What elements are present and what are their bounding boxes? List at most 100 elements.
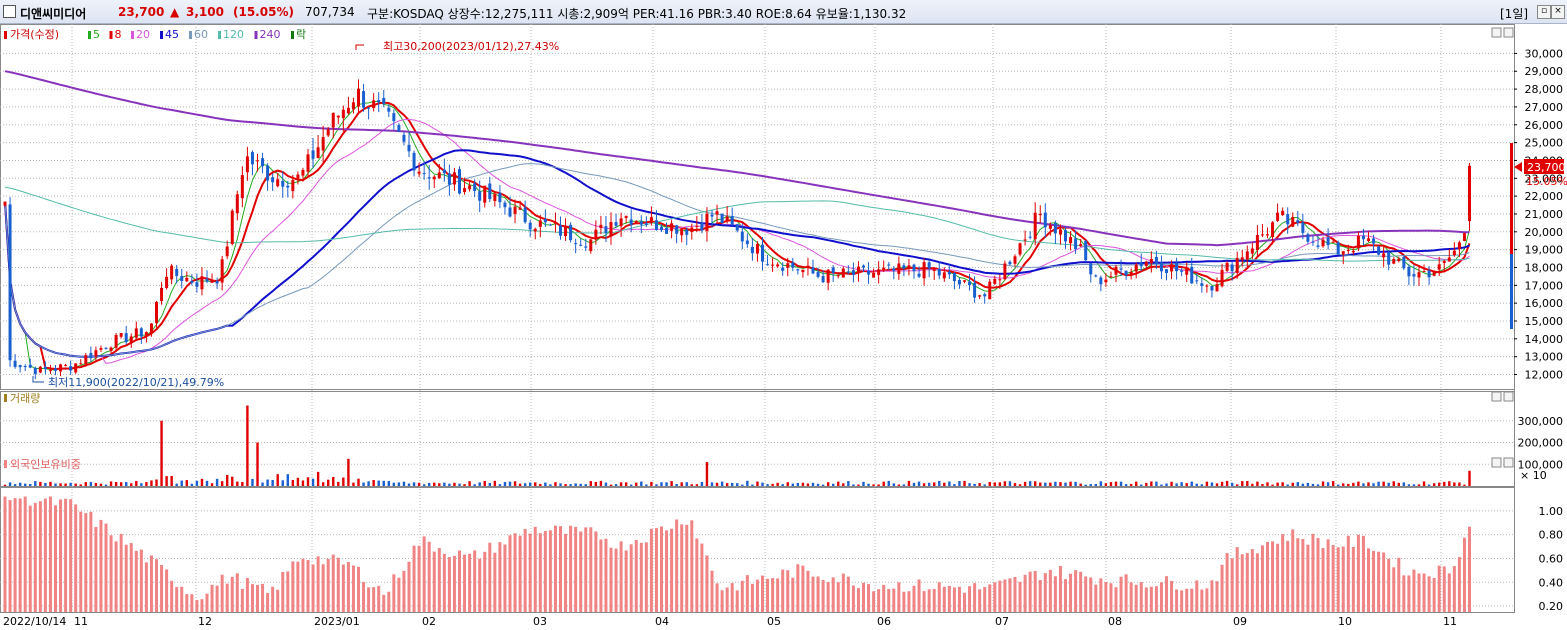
volume-bar bbox=[215, 478, 219, 486]
foreign-bar bbox=[69, 499, 73, 612]
candle-body bbox=[240, 175, 244, 199]
volume-bar bbox=[1129, 483, 1133, 486]
foreign-bar bbox=[1311, 533, 1315, 612]
foreign-bar bbox=[1356, 534, 1360, 612]
volume-bar bbox=[993, 482, 996, 486]
panel-minimize-icon[interactable] bbox=[1491, 27, 1502, 38]
volume-bar bbox=[1331, 481, 1335, 486]
candle-body bbox=[1064, 230, 1067, 242]
candle-body bbox=[225, 246, 229, 257]
volume-bar bbox=[675, 484, 678, 486]
candle-body bbox=[806, 265, 810, 267]
volume-bar bbox=[645, 484, 648, 486]
foreign-bar bbox=[538, 533, 542, 612]
volume-bar bbox=[1362, 483, 1365, 486]
foreign-bar bbox=[700, 543, 704, 612]
foreign-bar bbox=[947, 585, 951, 612]
foreign-minimize-icon[interactable] bbox=[1491, 457, 1502, 468]
panel-close-icon[interactable] bbox=[1503, 27, 1514, 38]
foreign-bar bbox=[705, 555, 709, 612]
foreign-bar bbox=[518, 535, 522, 612]
price-tick-label: 29,000 bbox=[1525, 65, 1564, 78]
period-selector[interactable]: [1일] bbox=[1500, 7, 1529, 21]
candle-body bbox=[1397, 258, 1401, 261]
volume-bar bbox=[786, 482, 789, 486]
volume-bar bbox=[301, 480, 305, 486]
volume-bar bbox=[34, 481, 37, 486]
foreign-bar bbox=[109, 535, 113, 612]
volume-bar bbox=[1044, 482, 1047, 486]
volume-bar bbox=[190, 483, 194, 486]
foreign-bar bbox=[634, 540, 638, 612]
volume-bar bbox=[276, 474, 279, 486]
candle-body bbox=[639, 221, 643, 225]
volume-bar bbox=[887, 480, 890, 486]
volume-bar bbox=[39, 481, 42, 486]
volume-bar bbox=[1049, 482, 1052, 486]
volume-bar bbox=[402, 481, 406, 486]
volume-bar bbox=[534, 482, 537, 486]
foreign-bar bbox=[589, 527, 593, 612]
volume-bar bbox=[1124, 484, 1128, 486]
foreign-bar bbox=[458, 550, 461, 612]
price-tick-label: 13,000 bbox=[1525, 351, 1564, 364]
volume-bar bbox=[271, 479, 274, 486]
month-tick-label: 10 bbox=[1338, 615, 1352, 628]
foreign-bar bbox=[952, 587, 956, 612]
candle-body bbox=[755, 243, 759, 254]
candle-body bbox=[1129, 271, 1133, 274]
volume-bar bbox=[635, 482, 638, 486]
volume-bar bbox=[837, 481, 840, 486]
close-icon[interactable]: × bbox=[1551, 5, 1565, 19]
foreign-bar bbox=[968, 586, 972, 612]
volume-close-icon[interactable] bbox=[1503, 391, 1514, 402]
volume-bar bbox=[751, 484, 754, 486]
foreign-bar bbox=[1220, 564, 1224, 612]
candle-body bbox=[1215, 284, 1219, 292]
volume-bar bbox=[473, 484, 476, 486]
stock-name[interactable]: 디앤씨미디어 bbox=[20, 7, 87, 21]
volume-bar bbox=[241, 481, 244, 486]
foreign-bar bbox=[786, 570, 790, 612]
foreign-bar bbox=[336, 557, 340, 612]
volume-bar bbox=[1286, 484, 1289, 486]
volume-bar bbox=[180, 480, 183, 486]
candle-body bbox=[644, 223, 648, 225]
candle-body bbox=[1185, 268, 1189, 275]
volume-bar bbox=[852, 484, 855, 486]
candle-body bbox=[1245, 251, 1249, 260]
foreign-close-icon[interactable] bbox=[1503, 457, 1514, 468]
foreign-bar bbox=[1053, 576, 1057, 612]
candle-body bbox=[1266, 234, 1269, 236]
volume-bar bbox=[448, 483, 451, 486]
volume-minimize-icon[interactable] bbox=[1491, 391, 1502, 402]
candle-body bbox=[882, 267, 886, 271]
foreign-bar bbox=[735, 590, 739, 612]
select-checkbox[interactable] bbox=[3, 5, 16, 18]
price-tick-label: 16,000 bbox=[1525, 297, 1564, 310]
volume-bar bbox=[1195, 483, 1198, 486]
month-tick-label: 11 bbox=[1443, 615, 1457, 628]
volume-bar bbox=[614, 484, 618, 486]
candle-body bbox=[316, 147, 320, 158]
volume-bar bbox=[1321, 481, 1325, 486]
candle-body bbox=[1377, 246, 1381, 255]
volume-bar bbox=[670, 481, 673, 486]
candle-body bbox=[932, 268, 936, 272]
candle-body bbox=[1321, 239, 1325, 247]
foreign-bar bbox=[796, 564, 800, 612]
foreign-bar bbox=[791, 577, 795, 612]
candle-body bbox=[372, 100, 376, 108]
stock-chart[interactable]: 12,000 13,000 14,000 15,000 16,000 17,000 18,0… bbox=[0, 24, 1567, 630]
candle-body bbox=[1230, 264, 1234, 272]
volume-bar bbox=[458, 483, 461, 486]
last-price-box bbox=[1524, 159, 1564, 174]
restore-icon[interactable]: ▫ bbox=[1537, 5, 1551, 19]
foreign-bar bbox=[1346, 535, 1350, 612]
price-legend: 가격(수정) 5 8 20 45 60 120 240 락 bbox=[4, 28, 306, 41]
foreign-bar bbox=[872, 591, 876, 612]
volume-bar bbox=[1301, 483, 1305, 486]
foreign-bar bbox=[59, 499, 63, 612]
foreign-bar bbox=[604, 538, 608, 612]
candle-body bbox=[220, 259, 224, 283]
